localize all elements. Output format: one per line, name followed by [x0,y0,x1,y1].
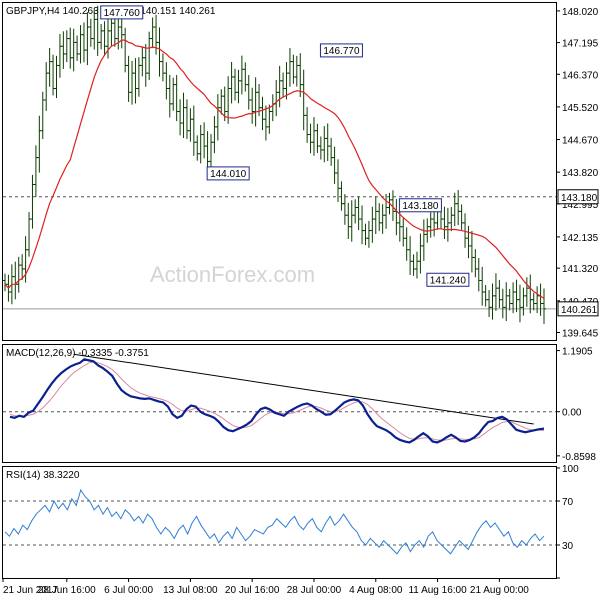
rsi-y-tick-label: 70 [562,497,574,508]
last-price-tag: 140.261 [561,305,598,316]
macd-panel-frame [2,344,557,463]
price-annotation-box [319,43,363,58]
price-annotation-box [100,5,144,20]
price-annotation-box [206,166,250,181]
price-panel-frame [2,2,557,341]
price-y-tick-label: 142.995 [562,200,599,211]
price-y-tick-label: 139.645 [562,329,599,340]
x-tick-label: 28 Jun 16:00 [38,585,96,596]
macd-y-tick-label: -0.8598 [562,452,596,463]
rsi-reference-lines [3,500,556,546]
x-tick-label: 13 Jul 08:00 [163,585,218,596]
price-y-tick-label: 147.195 [562,39,599,50]
macd-y-tick-label: 1.1905 [562,347,593,358]
price-annotations: 147.760 144.010 146.770 143.180 141.240 [100,5,470,287]
price-bars [3,5,546,324]
price-annotation-box [398,198,442,213]
macd-reference-lines [3,353,556,425]
x-tick-label: 11 Aug 16:00 [408,585,467,596]
x-tick-label: 21 Aug 00:00 [470,585,529,596]
price-y-axis: 148.020 147.195 146.370 145.520 144.670 143.8… [556,7,599,340]
rsi-line [4,488,545,555]
price-y-tick-label: 145.520 [562,103,599,114]
x-tick-label: 28 Jul 00:00 [287,585,342,596]
price-y-tick-label: 142.135 [562,233,599,244]
moving-average-line [4,39,545,299]
last-price-tag-box [557,301,599,317]
resistance-tag: 143.180 [561,193,598,204]
x-tick-label: 21 Jun 2017 [3,585,58,596]
price-y-tick-label: 141.320 [562,264,599,275]
rsi-series [4,488,545,555]
price-reference-lines [3,196,556,310]
resistance-tag-box [557,189,599,205]
rsi-y-tick-label: 30 [562,541,574,552]
price-annotation-label: 147.760 [104,8,141,19]
price-annotation-label: 146.770 [323,46,360,57]
x-tick-label: 4 Aug 08:00 [349,585,403,596]
moving-average-line [4,39,545,299]
price-y-tick-label: 143.820 [562,168,599,179]
macd-title: MACD(12,26,9) -0.3335 -0.3751 [6,348,149,359]
rsi-panel-frame [2,466,557,579]
watermark: ActionForex.com [150,262,315,287]
price-y-tick-label: 144.670 [562,136,599,147]
price-annotation-label: 144.010 [210,169,247,180]
rsi-title: RSI(14) 38.3220 [6,470,80,481]
price-annotation-label: 141.240 [430,275,467,286]
price-annotation-box [426,272,470,287]
rsi-y-tick-label: 100 [562,464,579,475]
price-y-tick-label: 146.370 [562,70,599,81]
macd-y-tick-label: 0.00 [562,408,582,419]
x-tick-label: 20 Jul 16:00 [225,585,280,596]
macd-y-axis: 1.1905 0.00 -0.8598 [556,347,596,463]
rsi-y-axis: 100 70 30 [556,464,579,579]
price-y-tick-label: 148.020 [562,7,599,18]
x-tick-label: 6 Jul 00:00 [104,585,153,596]
macd-signal-line [9,361,545,441]
macd-line [9,358,545,444]
macd-series [9,358,545,444]
price-annotation-label: 143.180 [402,201,439,212]
macd-trendline [73,353,534,425]
